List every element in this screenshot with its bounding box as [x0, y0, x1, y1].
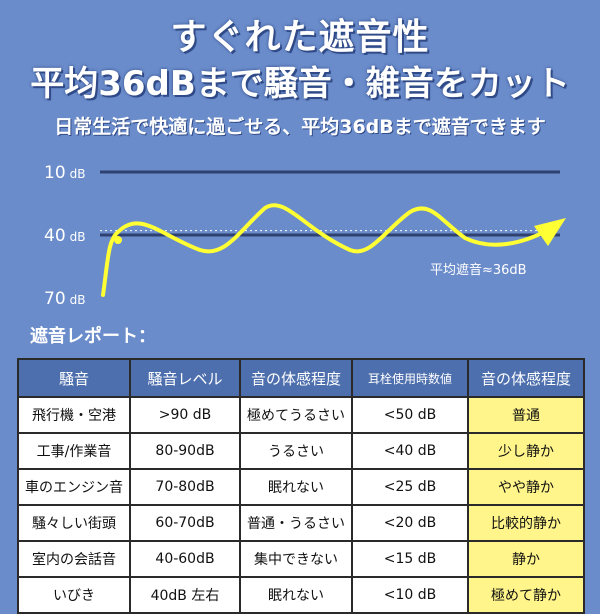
table-cell: 80-90dB: [129, 432, 241, 470]
table-cell: 車のエンジン音: [17, 468, 131, 506]
table-row: 飛行機・空港 >90 dB 極めてうるさい <50 dB 普通: [17, 396, 585, 434]
table-cell: 70-80dB: [129, 468, 241, 506]
y-tick-label: 70 dB: [44, 289, 86, 309]
table-body: 飛行機・空港 >90 dB 極めてうるさい <50 dB 普通 工事/作業音 80-90dB…: [17, 396, 585, 614]
chart-grid: [100, 170, 560, 237]
header-cell: 騒音: [17, 358, 131, 398]
arrow-head: [534, 218, 566, 246]
average-label: 平均遮音≈36dB: [430, 262, 527, 278]
table-cell: 飛行機・空港: [17, 396, 131, 434]
table-cell: うるさい: [239, 432, 353, 470]
table-row: 工事/作業音 80-90dB うるさい <40 dB 少し静か: [17, 432, 585, 470]
table-cell: <50 dB: [351, 396, 469, 434]
table-cell: 40-60dB: [129, 540, 241, 578]
table-cell: <40 dB: [351, 432, 469, 470]
table-cell: 集中できない: [239, 540, 353, 578]
table-cell: 極めてうるさい: [239, 396, 353, 434]
y-tick-unit: dB: [70, 167, 86, 181]
y-tick-label: 40 dB: [44, 226, 86, 246]
table-header-row: 騒音 騒音レベル 音の体感程度 耳栓使用時数値 音の体感程度: [17, 358, 585, 398]
table-cell: <20 dB: [351, 504, 469, 542]
y-tick-number: 40: [44, 226, 66, 246]
y-tick-label: 10 dB: [44, 163, 86, 183]
table-cell: 極めて静か: [467, 576, 585, 614]
table-cell: 眠れない: [239, 468, 353, 506]
table-cell: 騒々しい街頭: [17, 504, 131, 542]
table-cell: 工事/作業音: [17, 432, 131, 470]
table-cell: 眠れない: [239, 576, 353, 614]
table-row: いびき 40dB 左右 眠れない <10 dB 極めて静か: [17, 576, 585, 614]
table-cell: 室内の会話音: [17, 540, 131, 578]
y-tick-unit: dB: [70, 293, 86, 307]
table-cell: 普通: [467, 396, 585, 434]
table-row: 室内の会話音 40-60dB 集中できない <15 dB 静か: [17, 540, 585, 578]
chart-y-ticks: 10 dB 40 dB 70 dB: [44, 163, 86, 309]
start-point: [114, 236, 122, 244]
header-cell: 音の体感程度: [467, 358, 585, 398]
headline: 平均36dBまで騒音・雑音をカット: [30, 64, 570, 104]
header-cell: 騒音レベル: [129, 358, 241, 398]
header-cell: 耳栓使用時数値: [351, 358, 469, 398]
table-row: 車のエンジン音 70-80dB 眠れない <25 dB やや静か: [17, 468, 585, 506]
y-tick-number: 10: [44, 163, 66, 183]
table-cell: <25 dB: [351, 468, 469, 506]
table-cell: <15 dB: [351, 540, 469, 578]
table-cell: いびき: [17, 576, 131, 614]
header-cell: 音の体感程度: [239, 358, 353, 398]
reduction-curve: [101, 203, 550, 297]
report-title: 遮音レポート：: [30, 326, 156, 347]
noise-reduction-chart: 10 dB 40 dB 70 dB 平均遮音≈36dB: [44, 163, 566, 309]
report-table: 騒音 騒音レベル 音の体感程度 耳栓使用時数値 音の体感程度 飛行機・空港 >90 dB 極…: [17, 358, 585, 614]
table-cell: >90 dB: [129, 396, 241, 434]
table-row: 騒々しい街頭 60-70dB 普通・うるさい <20 dB 比較的静か: [17, 504, 585, 542]
table-cell: 少し静か: [467, 432, 585, 470]
y-tick-number: 70: [44, 289, 66, 309]
table-cell: やや静か: [467, 468, 585, 506]
table-cell: 60-70dB: [129, 504, 241, 542]
table-cell: <10 dB: [351, 576, 469, 614]
table-cell: 比較的静か: [467, 504, 585, 542]
table-cell: 40dB 左右: [129, 576, 241, 614]
page-title: すぐれた遮音性: [170, 17, 430, 58]
y-tick-unit: dB: [70, 230, 86, 244]
subtitle: 日常生活で快適に過ごせる、平均36dBまで遮音できます: [54, 116, 546, 138]
table-cell: 静か: [467, 540, 585, 578]
table-cell: 普通・うるさい: [239, 504, 353, 542]
